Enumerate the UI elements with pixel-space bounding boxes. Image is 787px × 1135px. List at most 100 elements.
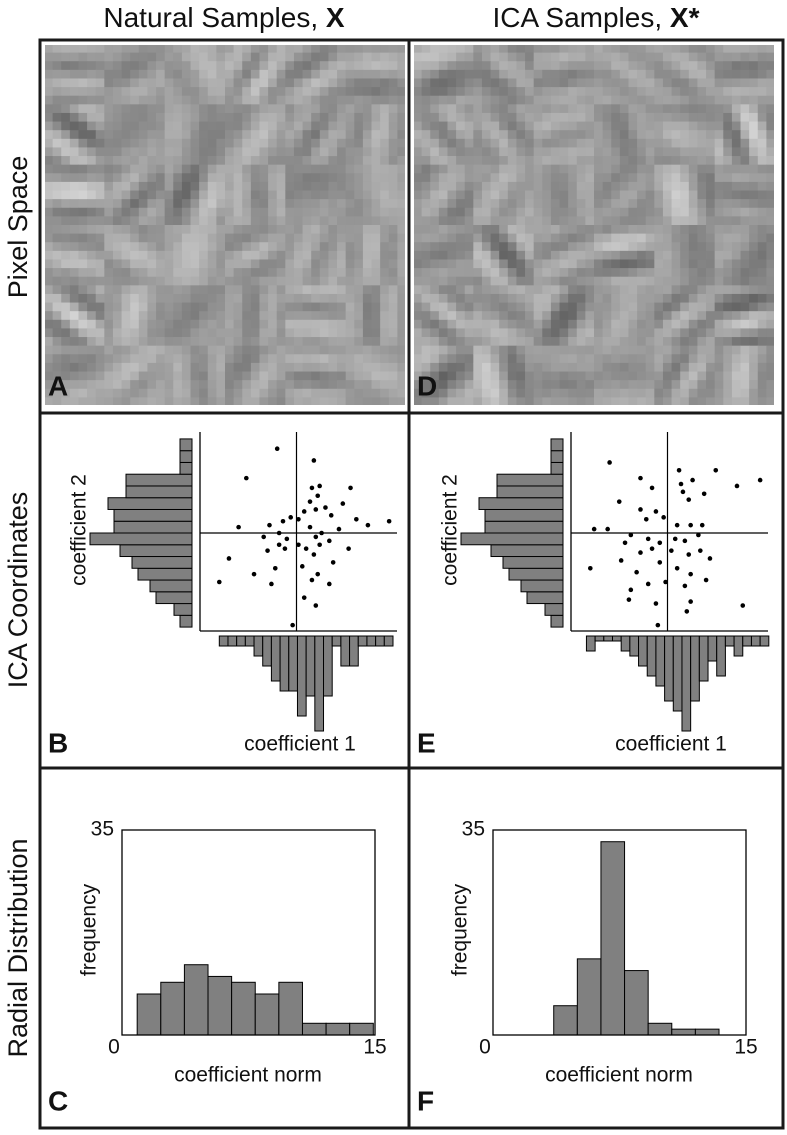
pixel <box>602 216 612 226</box>
pixel <box>95 268 105 278</box>
pixel <box>525 164 535 174</box>
pixel <box>354 380 364 390</box>
pixel <box>61 95 71 105</box>
pixel <box>585 156 595 166</box>
pixel <box>438 345 448 355</box>
pixel <box>637 130 647 140</box>
pixel <box>147 190 157 200</box>
pixel <box>250 311 260 321</box>
pixel <box>362 328 372 338</box>
pixel <box>380 233 390 243</box>
pixel <box>293 173 303 183</box>
point <box>348 485 353 491</box>
pixel <box>61 112 71 122</box>
pixel <box>61 371 71 381</box>
pixel <box>95 95 105 105</box>
pixel <box>397 388 407 398</box>
pixel <box>388 164 398 174</box>
pixel <box>723 388 733 398</box>
pixel <box>697 380 707 390</box>
pixel <box>507 397 517 407</box>
pixel <box>173 156 183 166</box>
pixel <box>190 371 200 381</box>
histogram-bar <box>490 544 564 558</box>
pixel <box>354 104 364 114</box>
pixel <box>164 233 174 243</box>
pixel <box>516 302 526 312</box>
pixel <box>276 268 286 278</box>
pixel <box>481 328 491 338</box>
pixel <box>328 156 338 166</box>
pixel <box>671 345 681 355</box>
pixel <box>499 173 509 183</box>
pixel <box>52 276 62 286</box>
pixel <box>421 285 431 295</box>
point <box>638 507 643 512</box>
pixel <box>302 130 312 140</box>
pixel <box>645 259 655 269</box>
pixel <box>490 112 500 122</box>
pixel <box>225 190 235 200</box>
pixel <box>671 388 681 398</box>
pixel <box>328 121 338 131</box>
pixel <box>749 337 759 347</box>
point <box>682 538 688 544</box>
pixel <box>714 302 724 312</box>
pixel <box>706 250 716 260</box>
histogram-bar <box>305 635 316 697</box>
pixel <box>380 78 390 88</box>
pixel <box>611 216 621 226</box>
pixel <box>259 173 269 183</box>
pixel <box>259 104 269 114</box>
pixel <box>181 242 191 252</box>
image-border <box>412 43 776 407</box>
pixel <box>52 328 62 338</box>
pixel <box>637 138 647 148</box>
pixel <box>413 268 423 278</box>
pixel <box>525 302 535 312</box>
pixel <box>456 173 466 183</box>
pixel <box>44 44 54 54</box>
pixel <box>130 285 140 295</box>
pixel <box>95 276 105 286</box>
pixel <box>749 87 759 97</box>
pixel <box>380 354 390 364</box>
pixel <box>516 371 526 381</box>
pixel <box>397 112 407 122</box>
pixel <box>731 44 741 54</box>
pixel <box>121 337 131 347</box>
pixel <box>69 242 79 252</box>
pixel <box>311 397 321 407</box>
pixel <box>138 156 148 166</box>
pixel <box>585 362 595 372</box>
pixel <box>628 147 638 157</box>
pixel <box>207 380 217 390</box>
pixel <box>499 397 509 407</box>
pixel <box>276 199 286 209</box>
pixel <box>311 242 321 252</box>
pixel <box>78 104 88 114</box>
pixel <box>585 371 595 381</box>
point <box>328 513 334 518</box>
pixel <box>430 104 440 114</box>
pixel <box>749 285 759 295</box>
pixel <box>447 259 457 269</box>
pixel <box>61 61 71 71</box>
pixel <box>568 52 578 62</box>
pixel <box>104 302 114 312</box>
pixel <box>757 276 767 286</box>
pixel <box>293 130 303 140</box>
pixel <box>619 242 629 252</box>
pixel <box>688 285 698 295</box>
point <box>669 548 674 553</box>
pixel <box>637 380 647 390</box>
pixel <box>481 293 491 303</box>
pixel <box>481 95 491 105</box>
pixel <box>233 181 243 191</box>
pixel <box>388 293 398 303</box>
pixel <box>199 380 209 390</box>
pixel <box>481 147 491 157</box>
pixel <box>688 319 698 329</box>
pixel <box>594 181 604 191</box>
pixel <box>164 328 174 338</box>
